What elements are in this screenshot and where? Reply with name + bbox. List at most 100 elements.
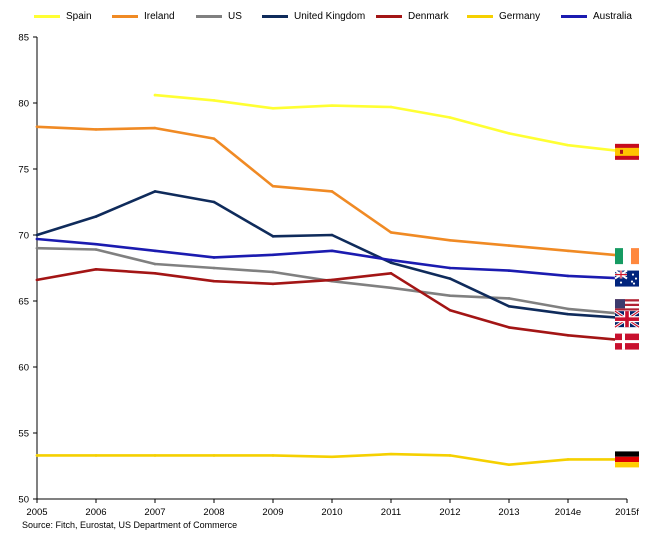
legend-item-united-kingdom: United Kingdom <box>262 6 365 26</box>
data-point-ireland <box>94 128 98 131</box>
denmark-flag <box>615 333 639 350</box>
uk-flag <box>614 309 640 329</box>
data-point-denmark <box>271 282 275 286</box>
data-point-united-kingdom <box>448 277 452 280</box>
data-point-us <box>35 246 39 250</box>
data-point-germany <box>94 454 98 457</box>
data-point-spain <box>271 106 275 110</box>
data-point-denmark <box>35 278 39 282</box>
chart-source: Source: Fitch, Eurostat, US Department o… <box>22 520 238 530</box>
data-point-ireland <box>566 249 570 253</box>
data-point-spain <box>566 143 570 147</box>
legend-swatch <box>561 14 587 18</box>
data-point-ireland <box>389 231 393 234</box>
legend-swatch <box>376 14 402 18</box>
x-tick-label: 2006 <box>85 507 106 518</box>
legend-swatch <box>196 14 222 18</box>
y-tick-label: 75 <box>18 165 29 176</box>
data-point-united-kingdom <box>330 233 334 237</box>
data-point-spain <box>330 104 334 107</box>
x-tick-label: 2014e <box>555 507 581 518</box>
data-point-australia <box>271 253 275 257</box>
australia-flag <box>614 269 639 287</box>
data-point-germany <box>212 454 216 457</box>
legend-swatch <box>467 14 493 18</box>
data-point-spain <box>389 105 393 109</box>
data-point-denmark <box>507 326 511 329</box>
data-point-united-kingdom <box>507 304 511 308</box>
legend-item-spain: Spain <box>34 6 92 26</box>
data-point-united-kingdom <box>271 235 275 238</box>
series-line-spain <box>153 93 629 154</box>
x-tick-label: 2010 <box>321 507 342 518</box>
data-point-germany <box>389 452 393 456</box>
ireland-flag <box>615 248 639 265</box>
data-point-australia <box>330 249 334 253</box>
data-point-us <box>271 270 275 274</box>
data-point-australia <box>212 256 216 259</box>
x-tick-label: 2012 <box>439 507 460 518</box>
x-tick-label: 2007 <box>144 507 165 518</box>
data-point-australia <box>448 266 452 270</box>
data-point-spain <box>153 93 157 97</box>
data-point-denmark <box>212 279 216 283</box>
legend-label: US <box>228 10 242 22</box>
data-point-united-kingdom <box>212 200 216 204</box>
x-tick-label: 2015f <box>615 507 639 518</box>
data-point-denmark <box>330 278 334 282</box>
data-point-germany <box>448 454 452 457</box>
data-point-ireland <box>330 190 334 193</box>
data-point-us <box>212 266 216 270</box>
legend-item-australia: Australia <box>561 6 632 26</box>
y-tick-label: 65 <box>18 297 29 308</box>
x-tick-label: 2011 <box>381 507 401 518</box>
data-point-germany <box>271 454 275 457</box>
data-point-denmark <box>153 271 157 275</box>
data-point-ireland <box>153 126 157 130</box>
legend-swatch <box>112 14 138 18</box>
x-tick-label: 2009 <box>262 507 283 518</box>
germany-flag <box>615 451 639 468</box>
data-point-denmark <box>94 268 98 271</box>
data-point-united-kingdom <box>389 261 393 265</box>
data-point-germany <box>330 455 334 459</box>
legend-label: Australia <box>593 10 632 22</box>
data-point-ireland <box>448 238 452 242</box>
data-point-australia <box>94 242 98 246</box>
y-tick-label: 85 <box>18 33 29 44</box>
legend-label: Denmark <box>408 10 449 22</box>
data-point-germany <box>35 454 39 457</box>
data-point-australia <box>35 237 39 241</box>
legend-swatch <box>262 14 288 18</box>
data-point-united-kingdom <box>94 215 98 218</box>
data-point-spain <box>448 116 452 119</box>
series-line-united-kingdom <box>35 190 629 320</box>
legend-item-germany: Germany <box>467 6 540 26</box>
data-point-united-kingdom <box>566 312 570 316</box>
y-tick-label: 60 <box>18 363 29 374</box>
y-tick-label: 50 <box>18 495 29 506</box>
data-point-ireland <box>212 137 216 140</box>
y-tick-label: 55 <box>18 429 29 440</box>
legend-item-us: US <box>196 6 242 26</box>
data-point-denmark <box>389 271 393 275</box>
spain-flag <box>615 143 639 160</box>
data-point-us <box>389 286 393 290</box>
data-point-germany <box>507 463 511 466</box>
data-point-australia <box>566 274 570 278</box>
data-point-germany <box>153 454 157 457</box>
data-point-us <box>566 307 570 311</box>
data-point-australia <box>153 249 157 253</box>
legend-swatch <box>34 14 60 18</box>
data-point-denmark <box>448 308 452 312</box>
legend-item-ireland: Ireland <box>112 6 175 26</box>
x-tick-label: 2008 <box>203 507 224 518</box>
legend-label: Spain <box>66 10 92 22</box>
y-tick-label: 80 <box>18 99 29 110</box>
legend-label: Ireland <box>144 10 175 22</box>
y-tick-label: 70 <box>18 231 29 242</box>
data-point-ireland <box>271 184 275 188</box>
legend-label: Germany <box>499 10 541 22</box>
data-point-us <box>153 262 157 266</box>
data-point-australia <box>389 258 393 262</box>
